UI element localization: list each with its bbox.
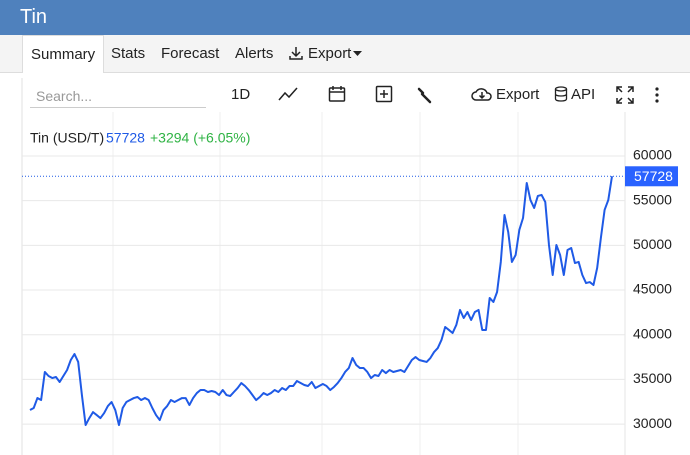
- tab[interactable]: Export: [308, 45, 352, 62]
- y-tick-label: 50000: [633, 236, 672, 252]
- fullscreen-icon[interactable]: [616, 86, 634, 104]
- download-icon: [289, 47, 303, 60]
- database-icon: [554, 86, 568, 102]
- menu-icon[interactable]: [654, 86, 660, 104]
- interval-button[interactable]: 1D: [231, 86, 251, 103]
- search-input[interactable]: Search...: [30, 84, 206, 108]
- tab[interactable]: Alerts: [235, 45, 274, 62]
- line-icon[interactable]: [278, 86, 298, 102]
- tab[interactable]: Summary: [22, 35, 105, 73]
- tabs: Summary Stats Forecast Alerts Export: [0, 35, 690, 73]
- last-price-label: 57728: [634, 168, 673, 184]
- api-button[interactable]: API: [571, 86, 596, 103]
- caret: [353, 51, 362, 56]
- y-tick-label: 30000: [633, 415, 672, 431]
- add-icon[interactable]: [375, 85, 393, 103]
- tab[interactable]: Stats: [111, 45, 146, 62]
- y-tick-label: 40000: [633, 325, 672, 341]
- legend-value: 57728: [106, 130, 145, 146]
- toolbar: Search... 1D Export API: [0, 72, 690, 112]
- y-tick-label: 60000: [633, 147, 672, 163]
- legend-change: +3294 (+6.05%): [150, 130, 250, 146]
- wrench-icon[interactable]: [416, 86, 434, 104]
- y-tick-label: 55000: [633, 191, 672, 207]
- tab[interactable]: Forecast: [161, 45, 220, 62]
- calendar-icon[interactable]: [328, 85, 346, 103]
- vertical-grid: [112, 112, 519, 455]
- cloud-icon: [471, 88, 492, 101]
- header: Tin: [0, 0, 690, 35]
- legend-title: Tin (USD/T): [30, 130, 104, 146]
- y-tick-label: 45000: [633, 281, 672, 297]
- y-tick-label: 35000: [633, 370, 672, 386]
- price-line: [29, 176, 613, 427]
- last-price-box: [625, 166, 678, 187]
- export-button[interactable]: Export: [496, 86, 540, 103]
- header-title: Tin: [20, 6, 48, 28]
